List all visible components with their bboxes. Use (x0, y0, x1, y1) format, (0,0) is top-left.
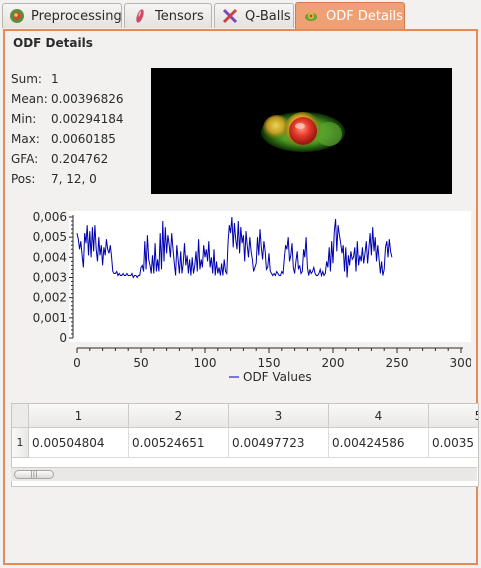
odf-statistics: Sum: 1 Mean: 0.00396826 Min: 0.00294184 Max… (11, 69, 124, 189)
legend-label: ODF Values (243, 370, 312, 384)
tab-q-balls[interactable]: Q-Balls (214, 3, 294, 28)
x-tick-label: 200 (322, 356, 345, 370)
y-tick-label: 0,005 (33, 230, 67, 244)
cross-fibers-icon (221, 7, 239, 25)
x-tick-label: 150 (258, 356, 281, 370)
x-tick-label: 50 (133, 356, 148, 370)
plot-area (69, 211, 471, 342)
table-cell[interactable]: 0.00424586 (329, 428, 429, 458)
column-header[interactable]: 2 (129, 404, 229, 428)
chart-svg: 0 0,001 0,002 0,003 0,004 0,005 0,006 0 50 100 15… (9, 207, 471, 387)
y-axis: 0 0,001 0,002 0,003 0,004 0,005 0,006 (33, 210, 73, 345)
tab-label: Preprocessing (31, 9, 122, 24)
y-tick-label: 0,003 (33, 271, 67, 285)
tab-tensors[interactable]: Tensors (124, 3, 212, 28)
table-horizontal-scrollbar[interactable]: ||| (11, 467, 477, 481)
stat-row: Mean: 0.00396826 (11, 89, 124, 109)
stat-row: GFA: 0.204762 (11, 149, 124, 169)
column-header[interactable]: 1 (29, 404, 129, 428)
panel-title: ODF Details (13, 36, 93, 50)
y-tick-label: 0 (59, 331, 67, 345)
odf-details-panel: ODF Details Sum: 1 Mean: 0.00396826 Min: 0.… (3, 29, 478, 565)
stat-value: 0.0060185 (51, 132, 116, 146)
table-cell[interactable]: 0.0035 (429, 428, 479, 458)
stat-key: Pos: (11, 172, 51, 186)
tab-label: ODF Details (326, 9, 403, 24)
stat-value: 1 (51, 72, 59, 86)
column-header[interactable]: 5 (429, 404, 479, 428)
tab-preprocessing[interactable]: Preprocessing (2, 3, 122, 28)
stat-key: Mean: (11, 92, 51, 106)
stat-key: Min: (11, 112, 51, 126)
table-cell[interactable]: 0.00524651 (129, 428, 229, 458)
y-tick-label: 0,006 (33, 210, 67, 224)
stat-key: GFA: (11, 152, 51, 166)
ellipsoid-icon (131, 7, 149, 25)
x-axis: 0 50 100 150 200 250 300 (73, 348, 471, 370)
x-tick-label: 250 (386, 356, 409, 370)
tab-label: Tensors (155, 9, 204, 24)
odf-3d-render-view[interactable] (151, 68, 452, 194)
x-tick-label: 100 (194, 356, 217, 370)
stat-row: Sum: 1 (11, 69, 124, 89)
x-tick-label: 300 (450, 356, 471, 370)
stat-key: Sum: (11, 72, 51, 86)
y-tick-label: 0,004 (33, 250, 67, 264)
table-cell[interactable]: 0.00504804 (29, 428, 129, 458)
stat-row: Pos: 7, 12, 0 (11, 169, 124, 189)
x-tick-label: 0 (73, 356, 81, 370)
table-cell[interactable]: 0.00497723 (229, 428, 329, 458)
odf-glyph (151, 68, 452, 194)
column-header[interactable]: 3 (229, 404, 329, 428)
y-tick-label: 0,001 (33, 311, 67, 325)
stat-row: Max: 0.0060185 (11, 129, 124, 149)
stat-key: Max: (11, 132, 51, 146)
odf-values-chart: 0 0,001 0,002 0,003 0,004 0,005 0,006 0 50 100 15… (9, 207, 471, 387)
stat-value: 0.00396826 (51, 92, 124, 106)
column-header[interactable]: 4 (329, 404, 429, 428)
tab-odf-details[interactable]: ODF Details (295, 2, 405, 29)
stat-value: 7, 12, 0 (51, 172, 97, 186)
brain-icon (9, 7, 25, 25)
row-header[interactable]: 1 (12, 428, 29, 458)
y-tick-label: 0,002 (33, 291, 67, 305)
stat-value: 0.204762 (51, 152, 108, 166)
table-corner (12, 404, 29, 428)
stat-row: Min: 0.00294184 (11, 109, 124, 129)
odf-icon (302, 7, 320, 25)
scrollbar-thumb[interactable]: ||| (14, 470, 54, 479)
stat-value: 0.00294184 (51, 112, 124, 126)
tab-label: Q-Balls (245, 9, 291, 24)
tab-bar: Preprocessing Tensors Q-Balls ODF Detail… (0, 0, 481, 30)
